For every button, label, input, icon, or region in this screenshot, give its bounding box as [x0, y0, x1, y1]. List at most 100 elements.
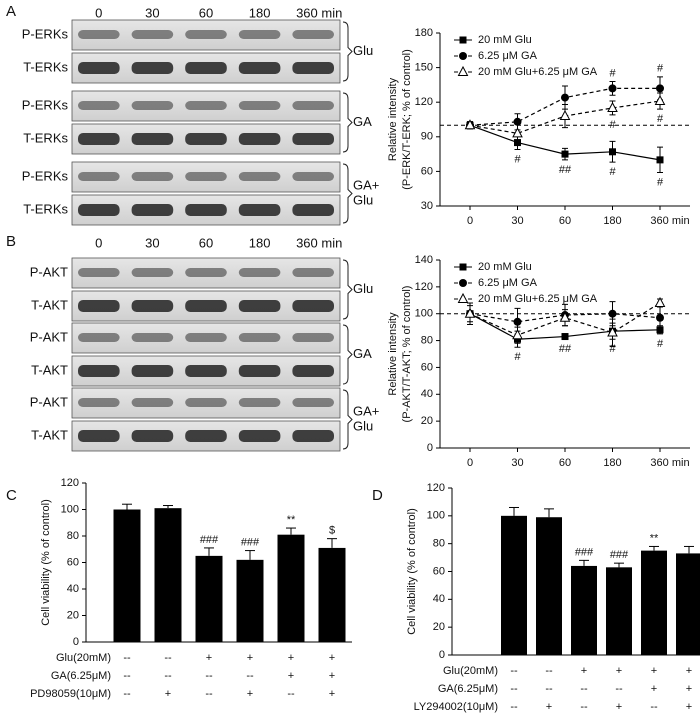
condition-value: -- — [205, 688, 213, 700]
y-tick-label: 60 — [421, 361, 433, 373]
condition-value: -- — [580, 701, 588, 713]
marker — [654, 296, 666, 307]
significance-label: ### — [200, 534, 219, 546]
series-line — [469, 302, 661, 336]
y-axis-label: Cell viability (% of control) — [40, 499, 52, 626]
blot-band — [238, 398, 281, 407]
significance-label: ## — [559, 343, 572, 355]
marker — [459, 263, 467, 271]
bar — [113, 509, 141, 642]
group-label: Glu — [353, 43, 373, 58]
y-tick-label: 0 — [439, 649, 445, 661]
legend-label: 20 mM Glu — [478, 261, 532, 273]
y-tick-label: 150 — [415, 62, 433, 74]
x-tick-label: 360 min — [650, 215, 689, 227]
group-label: GA — [353, 114, 372, 129]
condition-value: -- — [510, 683, 518, 695]
row-label: T-AKT — [31, 427, 68, 442]
condition-value: -- — [123, 670, 131, 682]
blot-band — [78, 333, 120, 342]
y-tick-label: 80 — [67, 530, 79, 542]
x-tick-label: 180 — [603, 215, 621, 227]
blot-band — [185, 133, 227, 145]
significance-label: # — [609, 166, 616, 178]
significance-label: # — [609, 343, 616, 355]
y-tick-label: 20 — [421, 415, 433, 427]
bracket — [342, 389, 353, 450]
blot-band — [292, 133, 334, 145]
bar — [195, 555, 223, 642]
bar — [277, 534, 305, 642]
blot-band — [238, 133, 281, 145]
condition-name: Glu(20mM) — [56, 652, 111, 664]
marker — [513, 317, 522, 326]
blot-band — [238, 300, 281, 312]
marker — [656, 156, 664, 164]
blot-band — [185, 398, 227, 407]
x-tick-label: 60 — [559, 457, 571, 469]
lane-label: 360 min — [296, 235, 342, 250]
blot-band — [131, 172, 174, 181]
marker — [512, 329, 523, 340]
panel-letter: D — [372, 487, 383, 504]
condition-value: + — [329, 670, 335, 682]
y-tick-label: 120 — [427, 482, 445, 494]
significance-label: ** — [287, 514, 296, 526]
y-tick-label: 20 — [433, 621, 445, 633]
bar — [606, 567, 632, 655]
significance-label: ** — [650, 532, 659, 544]
blot-band — [292, 398, 334, 407]
blot-band — [292, 430, 334, 442]
blot-band — [131, 268, 174, 277]
significance-label: # — [514, 153, 521, 165]
bracket — [342, 324, 353, 385]
y-tick-label: 0 — [427, 442, 433, 454]
condition-value: + — [288, 652, 294, 664]
blot-band — [131, 398, 174, 407]
blot-band — [238, 204, 281, 216]
blot-band — [292, 204, 334, 216]
x-tick-label: 30 — [511, 215, 523, 227]
blot-band — [131, 101, 174, 110]
significance-label: ### — [575, 546, 594, 558]
y-tick-label: 0 — [73, 636, 79, 648]
condition-value: -- — [287, 688, 295, 700]
legend-label: 20 mM Glu — [478, 34, 532, 46]
y-axis-label: (P-AKT/T-AKT; % of control) — [401, 286, 413, 423]
condition-value: + — [616, 665, 622, 677]
y-tick-label: 60 — [67, 556, 79, 568]
bar — [154, 508, 182, 642]
group-label: Glu — [353, 281, 373, 296]
condition-name: PD98059(10μM) — [30, 688, 111, 700]
x-tick-label: 0 — [467, 215, 473, 227]
y-tick-label: 30 — [421, 200, 433, 212]
significance-label: # — [609, 67, 616, 79]
condition-value: -- — [123, 688, 131, 700]
marker — [561, 333, 569, 341]
lane-label: 360 min — [296, 5, 342, 20]
y-tick-label: 20 — [67, 609, 79, 621]
marker — [609, 148, 616, 156]
significance-label: ### — [241, 536, 260, 548]
condition-value: + — [288, 670, 294, 682]
bracket — [342, 92, 353, 153]
condition-value: + — [165, 688, 171, 700]
blot-band — [185, 204, 227, 216]
marker — [561, 150, 569, 158]
group-label: GA — [353, 346, 372, 361]
bar — [571, 565, 597, 655]
group-label: Glu — [353, 192, 373, 207]
y-tick-label: 80 — [421, 334, 433, 346]
condition-value: + — [651, 683, 657, 695]
condition-value: + — [686, 701, 692, 713]
blot-band — [131, 430, 174, 442]
condition-name: GA(6.25μM) — [51, 670, 111, 682]
y-tick-label: 140 — [415, 254, 433, 266]
bracket — [342, 163, 353, 224]
condition-value: + — [651, 665, 657, 677]
row-label: P-AKT — [30, 264, 68, 279]
marker — [656, 84, 664, 93]
marker — [656, 313, 664, 322]
bar — [318, 547, 346, 642]
blot-band — [78, 101, 120, 110]
